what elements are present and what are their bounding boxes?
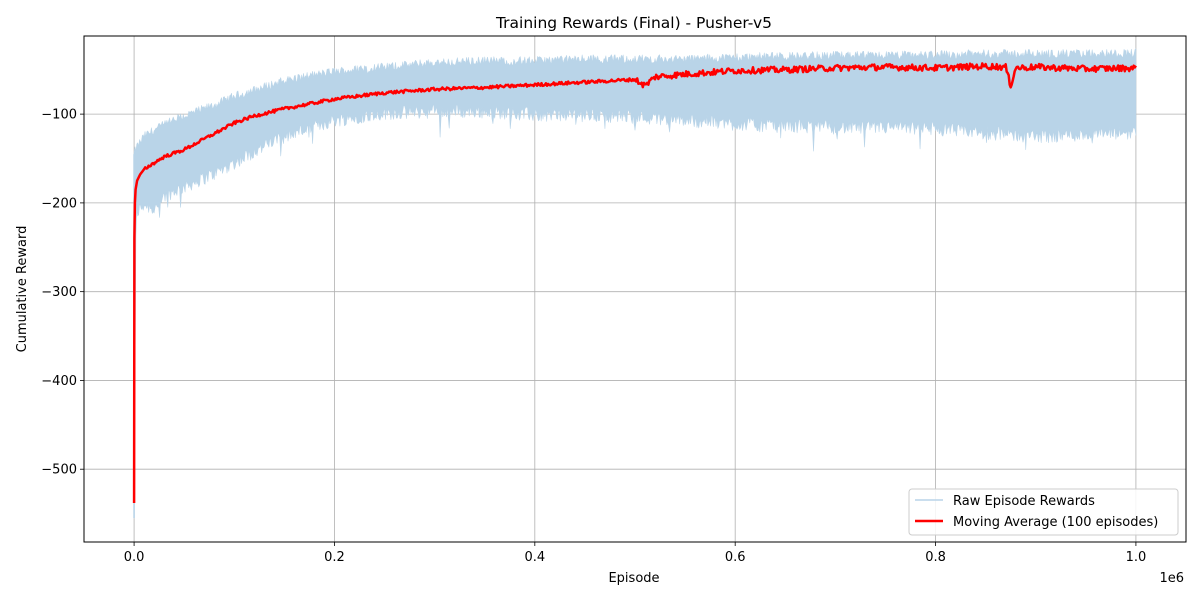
legend: Raw Episode Rewards Moving Average (100 …: [908, 488, 1179, 536]
y-tick-label: −500: [41, 463, 77, 478]
x-tick-label: 1.0: [1126, 550, 1147, 565]
axis-ticks: 0.0 0.2 0.4 0.6 0.8 1.0 −100 −200 −300 −400 −500: [41, 108, 1146, 565]
y-tick-label: −300: [41, 285, 77, 300]
y-tick-label: −100: [41, 108, 77, 123]
y-tick-label: −400: [41, 374, 77, 389]
x-tick-label: 0.0: [124, 550, 145, 565]
x-tick-label: 0.2: [324, 550, 345, 565]
raw-rewards-band: [133, 48, 1137, 519]
x-tick-label: 0.8: [925, 550, 946, 565]
legend-label-raw: Raw Episode Rewards: [953, 494, 1095, 509]
x-tick-label: 0.6: [725, 550, 746, 565]
plot-data: [132, 48, 1137, 519]
y-tick-label: −200: [41, 196, 77, 211]
chart-title: Training Rewards (Final) - Pusher-v5: [495, 14, 772, 32]
legend-label-moving-average: Moving Average (100 episodes): [953, 515, 1158, 530]
x-axis-offset-label: 1e6: [1159, 571, 1184, 586]
x-tick-label: 0.4: [524, 550, 545, 565]
legend-frame: [908, 488, 1179, 536]
y-axis-label: Cumulative Reward: [15, 226, 30, 353]
moving-average-line: [132, 62, 1137, 503]
x-axis-label: Episode: [608, 571, 659, 586]
plot-frame: [83, 35, 1187, 543]
